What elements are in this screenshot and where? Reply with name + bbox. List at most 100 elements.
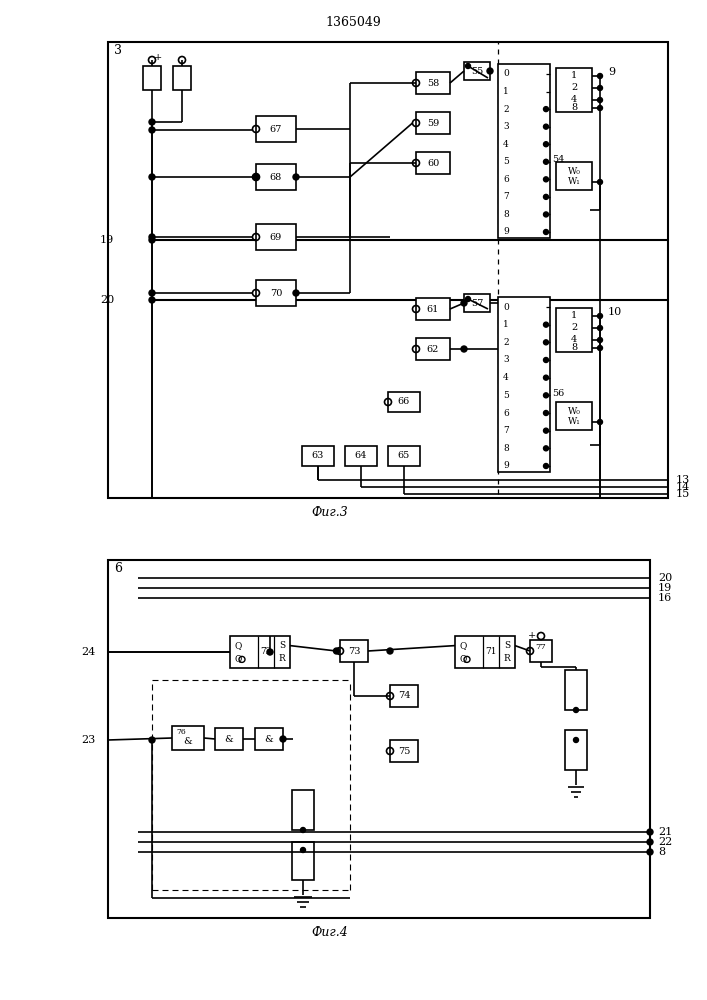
Bar xyxy=(416,338,450,360)
Text: 2: 2 xyxy=(503,338,509,347)
Text: &: & xyxy=(184,737,192,746)
Text: 9: 9 xyxy=(503,228,509,236)
Text: 10: 10 xyxy=(608,307,622,317)
Bar xyxy=(416,72,450,94)
Bar xyxy=(565,670,587,710)
Text: 8: 8 xyxy=(503,444,509,453)
Text: Q̄: Q̄ xyxy=(234,654,242,663)
Bar xyxy=(256,280,296,306)
Text: 23: 23 xyxy=(82,735,96,745)
Text: 3: 3 xyxy=(503,356,509,364)
Bar xyxy=(556,68,592,112)
Text: 63: 63 xyxy=(312,452,325,460)
Text: 22: 22 xyxy=(658,837,672,847)
Text: 4: 4 xyxy=(571,96,577,104)
Text: 1365049: 1365049 xyxy=(325,16,381,29)
Bar xyxy=(215,728,243,750)
Text: 2: 2 xyxy=(571,324,577,332)
Text: 6: 6 xyxy=(503,175,509,184)
Text: 9: 9 xyxy=(608,67,615,77)
Circle shape xyxy=(149,290,155,296)
Text: 1: 1 xyxy=(571,72,577,81)
Bar xyxy=(416,152,450,174)
Circle shape xyxy=(387,648,393,654)
Text: +: + xyxy=(528,632,536,641)
Text: 0: 0 xyxy=(503,70,509,79)
Bar xyxy=(108,42,668,498)
Text: W₁: W₁ xyxy=(568,418,580,426)
Text: 72: 72 xyxy=(260,648,271,656)
Circle shape xyxy=(280,736,286,742)
Text: 4: 4 xyxy=(503,140,509,149)
Text: 7: 7 xyxy=(503,426,509,435)
Text: 13: 13 xyxy=(676,475,690,485)
Text: 75: 75 xyxy=(398,746,410,756)
Text: 65: 65 xyxy=(398,452,410,460)
Circle shape xyxy=(267,650,272,654)
Circle shape xyxy=(334,648,339,654)
Text: 8: 8 xyxy=(571,104,577,112)
Circle shape xyxy=(149,234,155,240)
Circle shape xyxy=(149,127,155,133)
Text: 4: 4 xyxy=(503,373,509,382)
Text: 7: 7 xyxy=(503,192,509,201)
Circle shape xyxy=(647,849,653,855)
Bar xyxy=(388,446,420,466)
Text: 3: 3 xyxy=(114,43,122,56)
Text: 64: 64 xyxy=(355,452,367,460)
Text: 56: 56 xyxy=(552,389,564,398)
Text: 20: 20 xyxy=(100,295,115,305)
Text: 55: 55 xyxy=(471,66,483,76)
Text: Q: Q xyxy=(460,641,467,650)
Circle shape xyxy=(597,98,602,103)
Text: 8: 8 xyxy=(658,847,665,857)
Circle shape xyxy=(544,410,549,416)
Circle shape xyxy=(597,86,602,91)
Text: 54: 54 xyxy=(552,155,564,164)
Text: 20: 20 xyxy=(658,573,672,583)
Text: Фиг.3: Фиг.3 xyxy=(312,506,349,518)
Circle shape xyxy=(544,212,549,217)
Circle shape xyxy=(544,194,549,199)
Text: 6: 6 xyxy=(503,408,509,418)
Text: 2: 2 xyxy=(571,84,577,93)
Circle shape xyxy=(597,74,602,79)
Text: 58: 58 xyxy=(427,79,439,88)
Text: 5: 5 xyxy=(503,391,509,400)
Text: +: + xyxy=(154,52,162,62)
Bar xyxy=(345,446,377,466)
Bar xyxy=(108,560,650,918)
Circle shape xyxy=(465,296,470,302)
Text: W₀: W₀ xyxy=(568,166,580,176)
Text: 24: 24 xyxy=(82,647,96,657)
Text: 69: 69 xyxy=(270,232,282,241)
Text: 3: 3 xyxy=(503,122,509,131)
Text: 14: 14 xyxy=(676,482,690,492)
Text: 76: 76 xyxy=(176,728,186,736)
Text: 6: 6 xyxy=(114,562,122,574)
Text: 62: 62 xyxy=(427,344,439,354)
Bar xyxy=(292,842,314,880)
Bar xyxy=(256,224,296,250)
Bar xyxy=(464,294,490,312)
Bar xyxy=(565,730,587,770)
Circle shape xyxy=(544,107,549,112)
Bar xyxy=(172,726,204,750)
Circle shape xyxy=(149,174,155,180)
Text: 77: 77 xyxy=(536,643,547,651)
Circle shape xyxy=(597,314,602,318)
Circle shape xyxy=(544,358,549,362)
Text: Q: Q xyxy=(234,641,242,650)
Circle shape xyxy=(544,142,549,147)
Circle shape xyxy=(544,446,549,451)
Bar xyxy=(390,740,418,762)
Text: W₁: W₁ xyxy=(568,178,580,186)
Circle shape xyxy=(544,428,549,433)
Text: 0: 0 xyxy=(503,302,509,312)
Circle shape xyxy=(149,297,155,303)
Text: 8: 8 xyxy=(503,210,509,219)
Bar xyxy=(256,164,296,190)
Circle shape xyxy=(647,829,653,835)
Circle shape xyxy=(461,346,467,352)
Circle shape xyxy=(544,177,549,182)
